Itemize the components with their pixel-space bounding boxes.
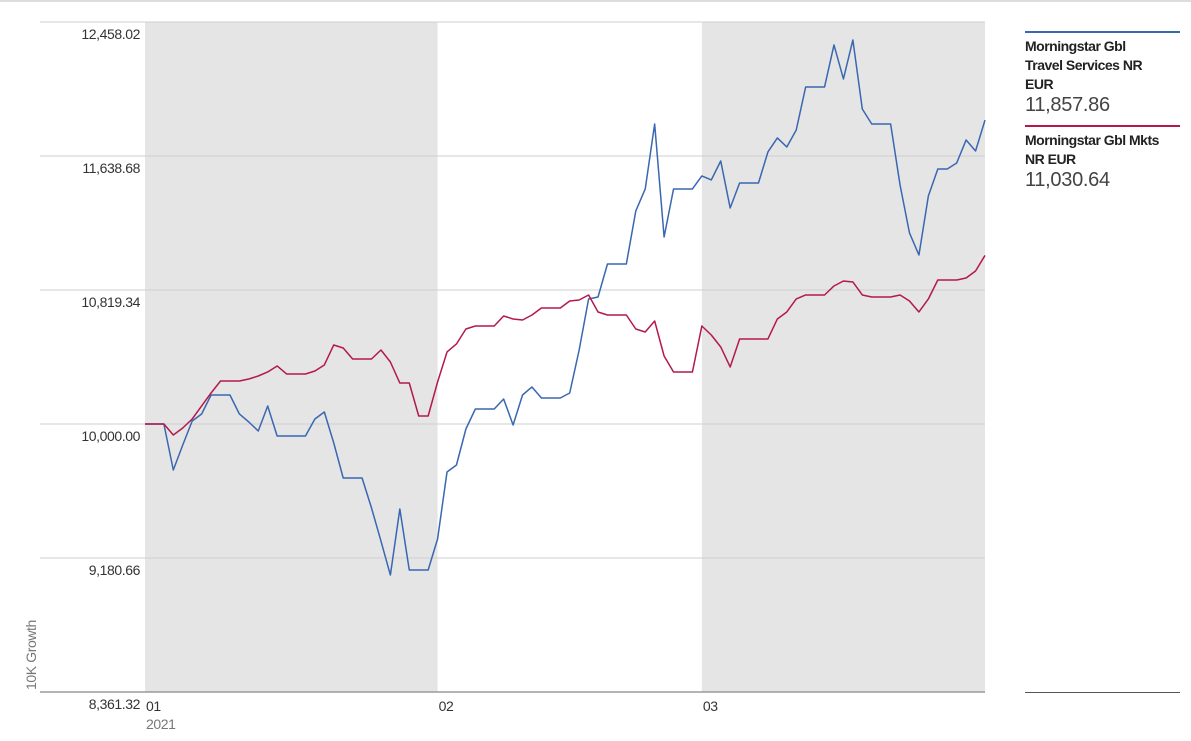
legend-value: 11,857.86 xyxy=(1025,94,1110,116)
x-tick-label: 03 xyxy=(703,698,718,714)
y-tick-label: 10,819.34 xyxy=(81,294,140,310)
legend: Morningstar Gbl Travel Services NR EUR 11… xyxy=(1025,31,1180,200)
x-tick-label: 02 xyxy=(439,698,454,714)
series-line xyxy=(145,39,986,576)
legend-label: Morningstar Gbl Travel Services NR EUR xyxy=(1025,38,1143,92)
top-border xyxy=(0,0,1191,2)
y-tick-label: 8,361.32 xyxy=(89,696,141,712)
legend-label: Morningstar Gbl Mkts NR EUR xyxy=(1025,132,1159,167)
series-line xyxy=(145,255,986,436)
x-year-label: 2021 xyxy=(146,716,176,732)
month-band xyxy=(701,22,985,692)
x-tick-label: 01 xyxy=(146,698,161,714)
month-band xyxy=(145,22,438,692)
y-axis-label: 10K Growth xyxy=(23,620,39,690)
y-tick-label: 9,180.66 xyxy=(89,562,141,578)
legend-end-line xyxy=(1025,692,1180,693)
y-tick-label: 11,638.68 xyxy=(82,160,140,176)
y-tick-label: 10,000.00 xyxy=(81,428,140,444)
legend-item: Morningstar Gbl Mkts NR EUR 11,030.64 xyxy=(1025,125,1180,192)
y-tick-label: 12,458.02 xyxy=(81,26,140,42)
legend-item: Morningstar Gbl Travel Services NR EUR 11… xyxy=(1025,31,1180,117)
legend-value: 11,030.64 xyxy=(1025,169,1110,191)
